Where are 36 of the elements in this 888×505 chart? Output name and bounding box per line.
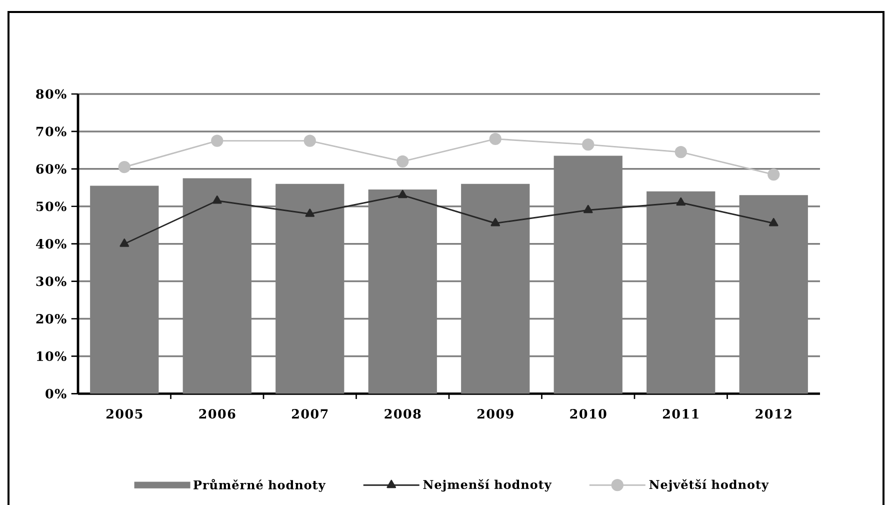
point <box>212 195 222 204</box>
legend-label: Nejmenší hodnoty <box>423 479 552 492</box>
point <box>676 197 686 206</box>
y-tick-label: 0% <box>46 388 66 398</box>
point <box>489 132 502 146</box>
y-tick-label: 50% <box>36 202 66 212</box>
y-tick-label: 80% <box>36 89 66 99</box>
y-tick-label: 20% <box>36 314 66 324</box>
y-tick-label: 30% <box>36 276 66 286</box>
y-tick-label: 40% <box>36 239 66 249</box>
point <box>674 146 687 158</box>
point <box>768 218 778 226</box>
y-tick-label: 70% <box>36 126 66 136</box>
x-tick-label: 2007 <box>292 409 328 419</box>
x-tick-label: 2009 <box>477 409 514 419</box>
point <box>305 208 315 217</box>
point <box>396 155 409 168</box>
legend-label: Největší hodnoty <box>649 479 769 492</box>
point <box>768 168 780 181</box>
x-tick-label: 2012 <box>756 409 792 419</box>
point <box>211 134 224 147</box>
x-tick-label: 2006 <box>199 409 236 419</box>
point <box>120 238 130 247</box>
y-tick-label: 10% <box>36 351 66 362</box>
x-tick-label: 2005 <box>106 409 142 419</box>
y-tick-label: 60% <box>36 164 66 174</box>
x-tick-label: 2010 <box>570 409 606 419</box>
point <box>118 160 130 174</box>
point <box>490 218 500 226</box>
point <box>398 190 408 198</box>
point <box>583 204 593 214</box>
point <box>304 134 316 147</box>
x-tick-label: 2008 <box>384 409 421 419</box>
point <box>582 138 594 151</box>
x-tick-label: 2011 <box>662 409 698 419</box>
legend-label: Průměrné hodnoty <box>194 478 326 492</box>
